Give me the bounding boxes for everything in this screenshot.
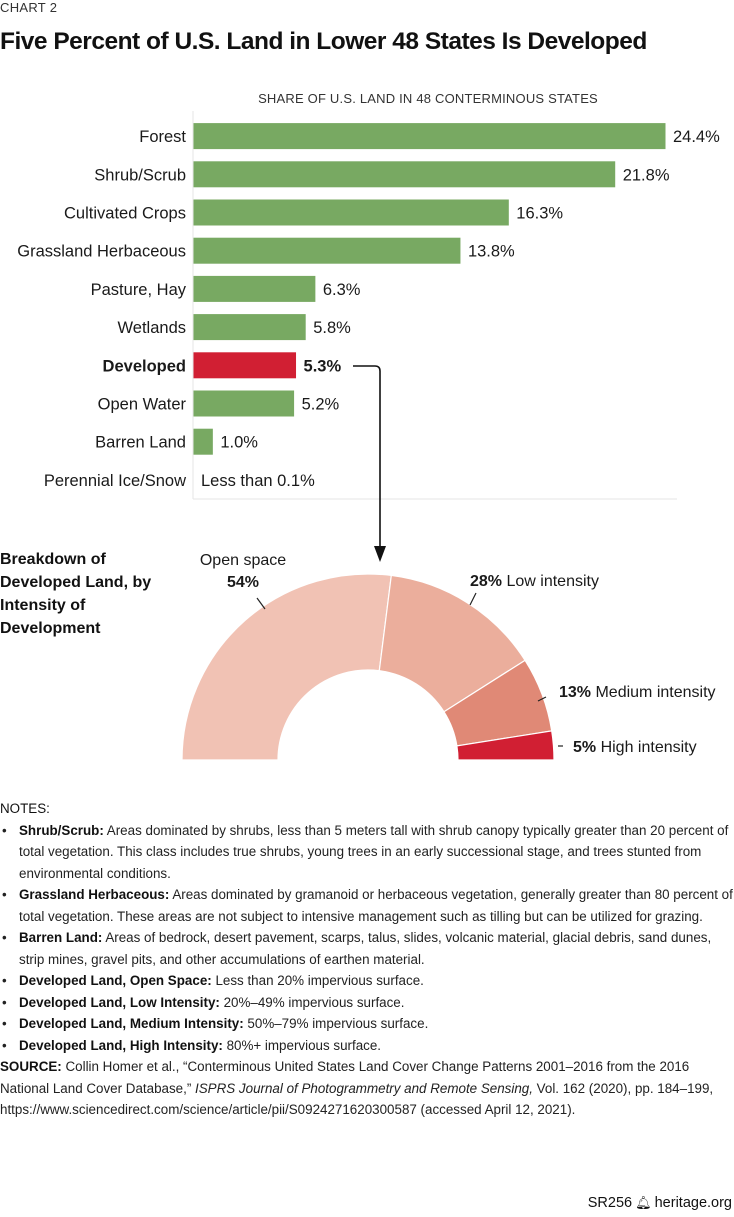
note-term: Developed Land, High Intensity: — [19, 1037, 223, 1053]
note-term: Developed Land, Medium Intensity: — [19, 1016, 244, 1031]
note-item: Shrub/Scrub: Areas dominated by shrubs, … — [0, 820, 734, 885]
value-label: 5.3% — [304, 357, 342, 375]
slice-name: Low intensity — [502, 573, 599, 590]
connector-arrow — [353, 365, 386, 562]
bar-barren-land — [193, 428, 213, 455]
note-text: Areas dominated by gramanoid or herbaceo… — [19, 887, 733, 924]
category-label: Grassland Herbaceous — [17, 243, 186, 261]
note-text: 80%+ impervious surface. — [222, 1037, 382, 1053]
category-label: Developed — [103, 357, 186, 375]
bar-shrub-scrub — [193, 161, 616, 188]
note-item: Grassland Herbaceous: Areas dominated by… — [0, 884, 734, 927]
slice-name: Open space — [200, 552, 286, 569]
note-term: Barren Land: — [19, 930, 103, 945]
bar-grassland-herbaceous — [193, 237, 461, 264]
note-text: 50%–79% impervious surface. — [243, 1016, 429, 1031]
slice-leader-line — [537, 696, 547, 702]
category-label: Forest — [139, 128, 186, 146]
footer: SR256 🔔︎ heritage.org — [588, 1195, 732, 1211]
category-label: Cultivated Crops — [64, 205, 186, 223]
category-label: Shrub/Scrub — [94, 166, 186, 184]
donut-chart: Open space 54% 28% Low intensity 13% Medium… — [181, 552, 716, 761]
source-text-before: Collin Homer et al., “Conterminous Unite… — [0, 1059, 690, 1096]
note-term: Shrub/Scrub: — [19, 822, 104, 838]
notes-heading: NOTES: — [0, 801, 50, 816]
chart-canvas: Forest 24.4% Shrub/Scrub 21.8% Cultivated Cr… — [17, 111, 720, 761]
slice-percent: 5% — [573, 739, 596, 756]
slice-percent: 54% — [227, 574, 259, 591]
note-text: Areas of bedrock, desert pavement, scarp… — [19, 930, 712, 967]
notes-list: Shrub/Scrub: Areas dominated by shrubs, … — [0, 820, 734, 1057]
bar-wetlands — [193, 314, 306, 341]
note-item: Developed Land, Low Intensity: 20%–49% i… — [0, 992, 734, 1014]
slice-label: 54% — [227, 574, 259, 591]
slice-label: 28% Low intensity — [470, 573, 599, 590]
note-text: Areas dominated by shrubs, less than 5 m… — [19, 822, 729, 881]
arrow-head-icon — [374, 546, 386, 562]
report-id: SR256 — [587, 1195, 633, 1211]
category-label: Pasture, Hay — [91, 281, 187, 299]
category-label: Wetlands — [118, 319, 186, 337]
breakdown-title: Breakdown of Developed Land, by Intensit… — [0, 551, 152, 637]
slice-label: 5% High intensity — [573, 739, 697, 756]
note-text: 20%–49% impervious surface. — [219, 994, 405, 1010]
slice-label: Open space — [200, 552, 286, 569]
source-text-after: Vol. 162 (2020), pp. 184–199, https://ww… — [0, 1080, 714, 1118]
slice-percent: 28% — [470, 573, 502, 590]
note-term: Grassland Herbaceous: — [19, 887, 170, 902]
slice-name: Medium intensity — [591, 684, 716, 701]
site-link[interactable]: heritage.org — [654, 1195, 732, 1211]
bar-pasture-hay — [193, 275, 316, 302]
note-item: Developed Land, High Intensity: 80%+ imp… — [0, 1035, 734, 1057]
bar-chart: Forest 24.4% Shrub/Scrub 21.8% Cultivated Cr… — [17, 111, 720, 500]
bar-open-water — [193, 390, 295, 417]
slice-label: 13% Medium intensity — [559, 684, 716, 701]
note-item: Developed Land, Medium Intensity: 50%–79… — [0, 1013, 734, 1035]
source-note: SOURCE: Collin Homer et al., “Contermino… — [0, 1056, 734, 1121]
source-label: SOURCE: — [0, 1059, 62, 1074]
category-label: Perennial Ice/Snow — [44, 472, 186, 490]
value-label: 16.3% — [516, 205, 563, 223]
bar-forest — [193, 123, 666, 150]
category-label: Barren Land — [95, 434, 186, 452]
value-label: 5.8% — [313, 319, 351, 337]
source-journal: ISPRS Journal of Photogrammetry and Remo… — [195, 1080, 533, 1096]
chart-title: Five Percent of U.S. Land in Lower 48 St… — [0, 28, 647, 55]
category-label: Open Water — [98, 396, 187, 414]
bar-developed — [193, 352, 297, 379]
slice-high-intensity — [456, 730, 555, 761]
slice-open-space — [181, 573, 392, 761]
note-term: Developed Land, Open Space: — [19, 973, 212, 988]
note-item: Developed Land, Open Space: Less than 20… — [0, 970, 734, 992]
chart-number: CHART 2 — [0, 0, 58, 15]
note-term: Developed Land, Low Intensity: — [19, 994, 220, 1010]
bar-cultivated-crops — [193, 199, 509, 226]
value-label: 1.0% — [220, 434, 258, 452]
slice-name: High intensity — [596, 739, 697, 756]
liberty-bell-icon: 🔔︎ — [635, 1195, 652, 1210]
value-label: 13.8% — [468, 243, 515, 261]
slice-leader-line — [469, 592, 477, 606]
slice-leader-line — [256, 597, 266, 610]
notes-section: NOTES: Shrub/Scrub: Areas dominated by s… — [0, 798, 734, 1121]
note-item: Barren Land: Areas of bedrock, desert pa… — [0, 927, 734, 970]
value-label: 5.2% — [302, 396, 340, 414]
note-text: Less than 20% impervious surface. — [211, 973, 424, 988]
value-label: 24.4% — [673, 128, 720, 146]
value-label: 6.3% — [323, 281, 361, 299]
slice-percent: 13% — [559, 684, 591, 701]
value-label: Less than 0.1% — [201, 472, 315, 490]
bar-chart-subtitle: SHARE OF U.S. LAND IN 48 CONTERMINOUS ST… — [258, 91, 598, 106]
value-label: 21.8% — [623, 166, 670, 184]
